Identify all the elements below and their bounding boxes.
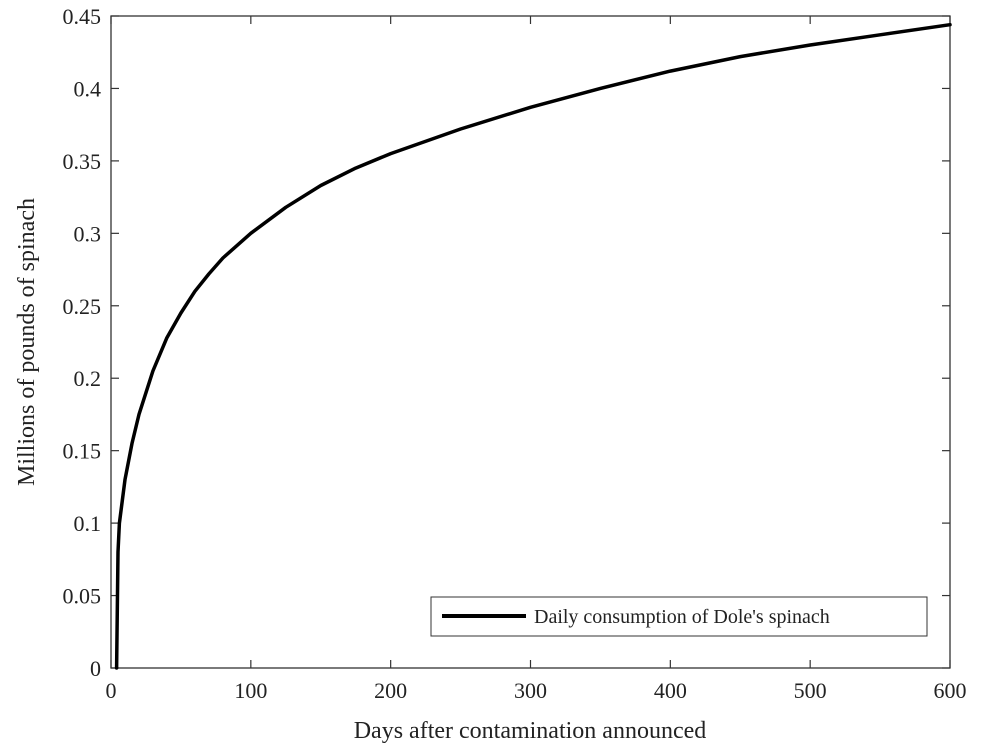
x-tick-label: 200 <box>374 678 407 703</box>
y-tick-label: 0.45 <box>63 4 102 29</box>
y-tick-label: 0.25 <box>63 294 102 319</box>
x-tick-label: 600 <box>934 678 967 703</box>
x-tick-label: 100 <box>234 678 267 703</box>
y-axis: 0 0.05 0.1 0.15 0.2 0.25 0.3 0.35 0.4 0.45 <box>63 4 950 681</box>
y-tick-label: 0.15 <box>63 439 102 464</box>
y-tick-label: 0.4 <box>74 76 102 101</box>
x-axis: 0 100 200 300 400 500 600 <box>106 16 967 703</box>
x-tick-label: 300 <box>514 678 547 703</box>
x-tick-label: 0 <box>106 678 117 703</box>
legend-label: Daily consumption of Dole's spinach <box>534 606 830 628</box>
x-tick-label: 400 <box>654 678 687 703</box>
y-tick-label: 0.35 <box>63 149 102 174</box>
y-tick-label: 0 <box>90 656 101 681</box>
x-axis-label: Days after contamination announced <box>354 718 707 744</box>
legend: Daily consumption of Dole's spinach <box>430 596 928 637</box>
y-axis-label: Millions of pounds of spinach <box>14 198 40 486</box>
x-tick-label: 500 <box>794 678 827 703</box>
y-tick-label: 0.1 <box>74 511 102 536</box>
plot-area <box>110 15 951 669</box>
y-tick-label: 0.3 <box>74 221 102 246</box>
series-line-0 <box>114 22 952 670</box>
y-tick-label: 0.2 <box>74 366 102 391</box>
y-tick-label: 0.05 <box>63 584 102 609</box>
series-layer <box>114 22 952 670</box>
